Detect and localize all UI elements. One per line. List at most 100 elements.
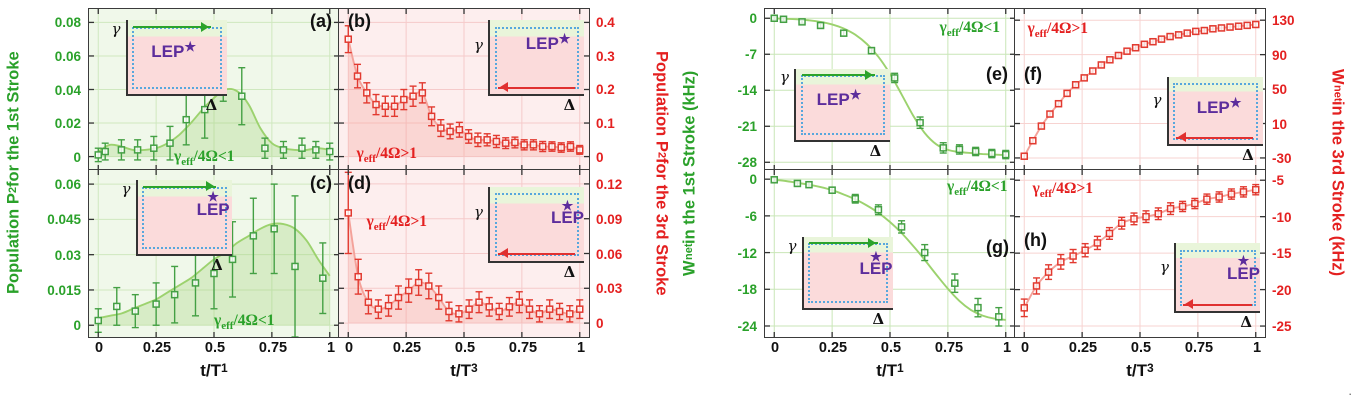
curve-fill bbox=[348, 39, 580, 157]
y-tick-label: -24 bbox=[737, 319, 757, 334]
panel-e: (e) γeff/4Ω<1 γ LEP★ Δ bbox=[764, 8, 1016, 171]
yticks-panel-g: 0 -6 -12 -18 -24 bbox=[702, 169, 762, 338]
regime-annotation: γeff/4Ω>1 bbox=[366, 213, 428, 234]
inset-delta-axis-label: Δ bbox=[872, 309, 885, 328]
x-tick-label: 0 bbox=[1020, 340, 1030, 356]
data-markers bbox=[94, 225, 327, 325]
inset-sweep-diagram: γ ★ LEP Δ bbox=[474, 186, 584, 281]
inset-red-sweep-arrow-icon bbox=[497, 82, 575, 92]
plot-c bbox=[89, 170, 339, 337]
y-tick-label: -25 bbox=[1272, 319, 1292, 334]
x-tick-label: 0.75 bbox=[508, 340, 538, 356]
regime-annotation: γeff/4Ω>1 bbox=[1032, 180, 1094, 201]
inset-gamma-axis-label: γ bbox=[787, 236, 797, 255]
x-tick-label: 0.25 bbox=[1068, 340, 1098, 356]
y-tick-label: 0.06 bbox=[54, 177, 81, 192]
curve-fill bbox=[348, 212, 580, 324]
x-tick-label: 0.5 bbox=[454, 340, 476, 356]
inset-sweep-diagram: γ ★ LEP Δ bbox=[1160, 243, 1260, 331]
data-markers bbox=[1020, 185, 1260, 312]
x-axis-label-t-T1: t/T 1 bbox=[200, 361, 228, 380]
plot-a bbox=[89, 9, 339, 170]
y-tick-label: 0.03 bbox=[54, 248, 81, 263]
xticks-t-T3-right: 0 0.25 0.5 0.75 1 bbox=[1014, 340, 1266, 360]
inset-delta-axis-label: Δ bbox=[869, 141, 882, 160]
y-tick-label: 130 bbox=[1272, 13, 1295, 28]
data-markers bbox=[1020, 20, 1260, 160]
axis-tick-marks bbox=[1015, 170, 1265, 337]
y-tick-label: 0.03 bbox=[596, 281, 623, 296]
y-tick-label: 0.09 bbox=[596, 212, 623, 227]
x-tick-label: 0.25 bbox=[142, 340, 172, 356]
x-axis-label-t-T3: t/T 3 bbox=[1126, 361, 1154, 380]
x-tick-label: 1 bbox=[576, 340, 586, 356]
lep-star-icon: ★ bbox=[849, 87, 862, 103]
inset-gamma-axis-label: γ bbox=[111, 20, 121, 39]
theory-curve bbox=[1023, 23, 1256, 157]
yticks-panel-e: 0 -7 -14 -21 -28 bbox=[702, 8, 762, 171]
stray-period: . bbox=[1348, 383, 1352, 398]
inset-sweep-diagram: γ ★ LEP Δ bbox=[121, 179, 232, 273]
panel-letter-h: (h) bbox=[1024, 230, 1047, 251]
y-tick-label: 50 bbox=[1272, 82, 1288, 97]
x-axis-label-t-T1: t/T 1 bbox=[876, 361, 904, 380]
panel-letter-f: (f) bbox=[1024, 63, 1042, 84]
x-tick-label: 0.25 bbox=[392, 340, 422, 356]
inset-delta-axis-label: Δ bbox=[563, 262, 576, 281]
y-tick-label: -28 bbox=[737, 155, 757, 170]
inset-axes-box: ★ LEP bbox=[801, 236, 893, 310]
inset-sweep-diagram: γ LEP★ Δ bbox=[780, 68, 890, 160]
data-markers bbox=[344, 35, 584, 154]
panel-h: (h) γeff/4Ω>1 γ ★ LEP Δ bbox=[1014, 169, 1266, 338]
y-tick-label: 0 bbox=[749, 11, 757, 26]
panel-letter-a: (a) bbox=[310, 11, 332, 31]
inset-sweep-diagram: γ LEP★ Δ bbox=[111, 20, 227, 115]
inset-gamma-axis-label: γ bbox=[121, 179, 131, 198]
yticks-panel-d: 0 0.03 0.06 0.09 0.12 bbox=[590, 169, 646, 338]
regime-annotation: γeff/4Ω<1 bbox=[939, 18, 1000, 39]
x-tick-label: 0.75 bbox=[934, 340, 964, 356]
inset-gamma-axis-label: γ bbox=[474, 202, 483, 221]
inset-red-sweep-arrow-icon bbox=[1182, 299, 1252, 310]
plot-h bbox=[1015, 170, 1265, 337]
y-tick-label: 0.12 bbox=[596, 177, 623, 192]
x-tick-label: 0.5 bbox=[880, 340, 902, 356]
inset-gamma-axis-label: γ bbox=[1152, 91, 1162, 110]
xticks-t-T3-left: 0 0.25 0.5 0.75 1 bbox=[338, 340, 590, 360]
lep-star-icon: ★ bbox=[558, 31, 571, 47]
data-markers bbox=[770, 14, 1010, 159]
panel-letter-e: (e) bbox=[986, 63, 1008, 84]
y-tick-label: 0.2 bbox=[596, 82, 615, 97]
y-tick-label: 0.08 bbox=[54, 15, 81, 30]
y-tick-label: -21 bbox=[737, 119, 757, 134]
y-tick-label: 0.06 bbox=[54, 49, 81, 64]
panel-f: (f) γeff/4Ω>1 γ LEP★ Δ bbox=[1014, 8, 1266, 171]
inset-lep-label: LEP★ bbox=[816, 87, 862, 110]
y-tick-label: 0 bbox=[73, 150, 81, 165]
lep-star-icon: ★ bbox=[870, 248, 882, 264]
yticks-panel-h: -5 -10 -15 -20 -25 bbox=[1266, 169, 1322, 338]
lep-star-icon: ★ bbox=[184, 38, 196, 54]
inset-gamma-axis-label: γ bbox=[780, 68, 789, 87]
yticks-panel-f: -30 10 50 90 130 bbox=[1266, 8, 1322, 171]
y-tick-label: -15 bbox=[1272, 246, 1292, 261]
inset-lep-label: LEP★ bbox=[1196, 94, 1242, 117]
inset-lep-label: ★ LEP bbox=[1226, 253, 1260, 283]
inset-delta-axis-label: Δ bbox=[1240, 312, 1252, 331]
inset-green-sweep-arrow-icon bbox=[133, 21, 211, 32]
x-tick-label: 0 bbox=[94, 340, 104, 356]
inset-green-sweep-arrow-icon bbox=[808, 237, 879, 248]
inset-delta-axis-label: Δ bbox=[205, 96, 218, 115]
x-tick-label: 0 bbox=[344, 340, 354, 356]
inset-red-sweep-arrow-icon bbox=[1176, 132, 1254, 143]
x-tick-label: 1 bbox=[1252, 340, 1262, 356]
y-tick-label: -10 bbox=[1272, 210, 1292, 225]
theory-curve bbox=[774, 17, 1006, 157]
curve-fill bbox=[98, 89, 330, 157]
y-tick-label: 10 bbox=[1272, 117, 1288, 132]
inset-sweep-diagram: γ LEP★ Δ bbox=[474, 20, 584, 113]
